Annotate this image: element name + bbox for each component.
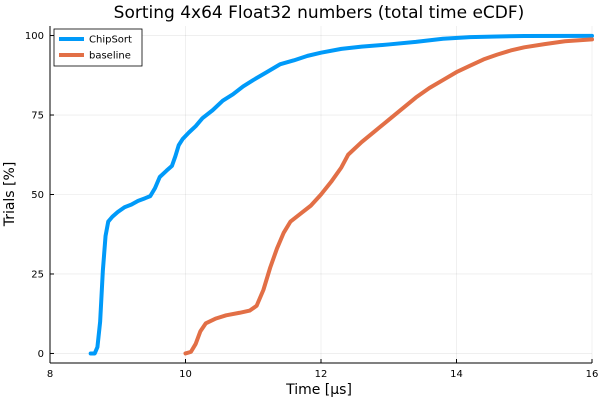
x-tick-label: 10 [179,369,192,380]
legend-label-chipsort: ChipSort [89,35,132,46]
x-axis-label: Time [μs] [285,382,352,398]
x-tick-label: 8 [47,369,53,380]
y-tick-label: 0 [38,349,44,360]
x-tick-label: 12 [315,369,328,380]
y-tick-label: 25 [31,269,44,280]
x-tick-label: 16 [586,369,599,380]
y-tick-label: 50 [31,190,44,201]
series-line-baseline [183,37,594,356]
y-tick-label: 75 [31,111,44,122]
legend-label-baseline: baseline [89,51,131,62]
y-axis-label: Trials [%] [2,162,18,228]
x-tick-label: 14 [450,369,463,380]
y-tick-label: 100 [25,31,44,42]
series-layer [88,33,594,356]
series-line-chipsort [88,33,594,356]
legend-box [53,28,143,67]
tick-layer: 8 10 12 14 16 0 25 50 75 100 [25,31,598,380]
chart-title: Sorting 4x64 Float32 numbers (total time… [114,3,525,23]
legend: ChipSort baseline [53,28,143,67]
